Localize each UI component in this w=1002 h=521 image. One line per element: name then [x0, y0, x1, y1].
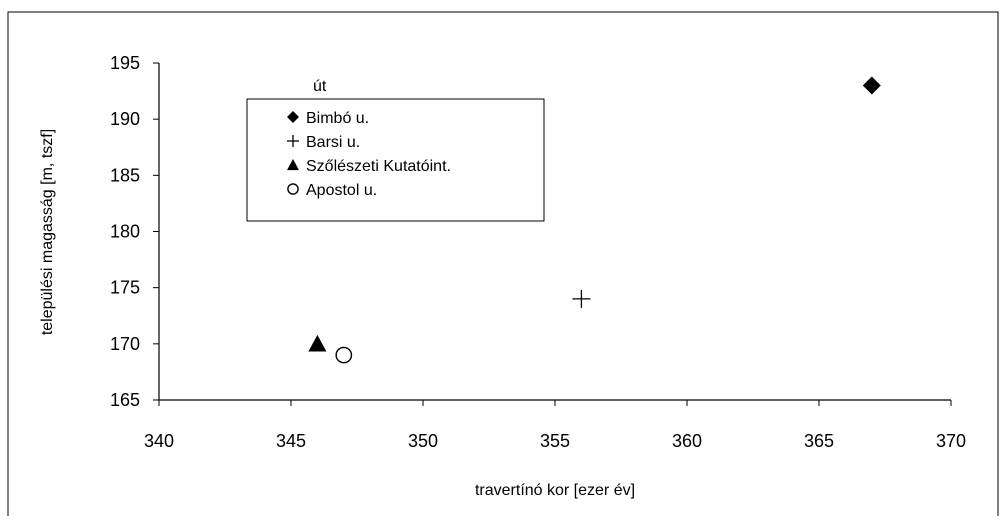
x-tick-label: 350 [408, 431, 438, 451]
x-tick-label: 360 [672, 431, 702, 451]
y-axis-title: települési magasság [m, tszf] [39, 129, 56, 335]
y-tick-label: 170 [110, 334, 140, 354]
y-tick-label: 195 [110, 53, 140, 73]
chart-frame [7, 11, 999, 521]
legend-marker [287, 111, 299, 123]
y-tick-label: 180 [110, 222, 140, 242]
legend-marker [287, 135, 299, 147]
y-tick-label: 165 [110, 390, 140, 410]
y-tick-label: 175 [110, 278, 140, 298]
data-point [308, 334, 327, 352]
data-point [572, 289, 591, 308]
tick-layer: 340 345 350 355 360 365 370 165 170 175 180 185 190 1… [110, 53, 966, 451]
legend-label: Barsi u. [306, 134, 360, 151]
x-tick-label: 340 [144, 431, 174, 451]
legend-marker [287, 159, 299, 171]
legend-label: Szőlészeti Kutatóint. [306, 158, 451, 175]
legend-marker [287, 183, 299, 195]
points-layer [308, 76, 881, 364]
data-point [862, 76, 881, 95]
x-tick-label: 365 [804, 431, 834, 451]
x-tick-label: 345 [276, 431, 306, 451]
legend-items: Bimbó u. Barsi u. Szőlészeti Kutatóint. Apo… [287, 110, 451, 199]
x-tick-label: 370 [936, 431, 966, 451]
data-point [335, 346, 353, 364]
legend-title: út [313, 78, 327, 95]
legend-label: Apostol u. [306, 182, 377, 199]
y-tick-label: 190 [110, 109, 140, 129]
legend-label: Bimbó u. [306, 110, 369, 127]
legend: út Bimbó u. Barsi u. Szőlészeti Kutatóint.… [246, 78, 545, 222]
x-tick-label: 355 [540, 431, 570, 451]
y-tick-label: 185 [110, 165, 140, 185]
x-axis-title: travertínó kor [ezer év] [475, 482, 635, 499]
